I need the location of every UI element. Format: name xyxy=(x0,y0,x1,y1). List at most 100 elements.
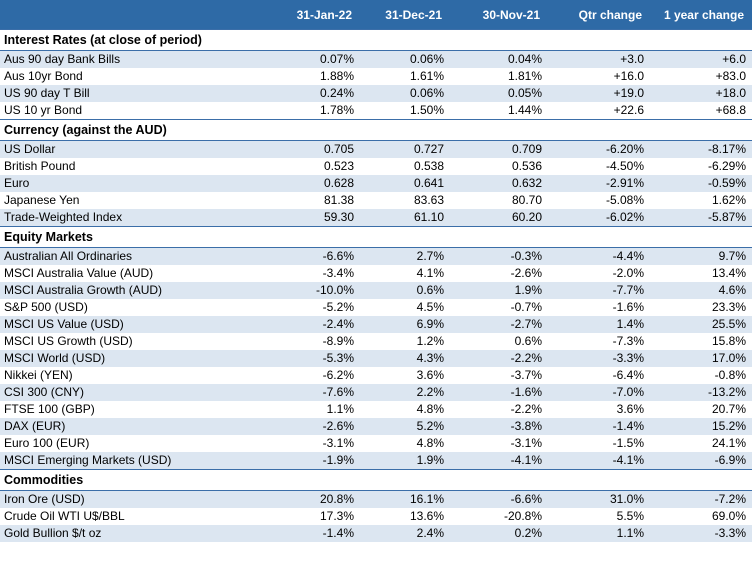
table-row: MSCI Australia Value (AUD) -3.4% 4.1% -2.6%… xyxy=(0,265,752,282)
value-cell: 24.1% xyxy=(650,435,752,452)
section-header: Interest Rates (at close of period) xyxy=(0,29,752,51)
value-cell: -6.20% xyxy=(548,140,650,158)
value-cell: 5.5% xyxy=(548,508,650,525)
value-cell: 60.20 xyxy=(450,209,548,227)
table-row: MSCI Australia Growth (AUD) -10.0% 0.6% 1.9… xyxy=(0,282,752,299)
value-cell: -2.91% xyxy=(548,175,650,192)
section-header: Equity Markets xyxy=(0,226,752,248)
value-cell: -7.3% xyxy=(548,333,650,350)
value-cell: -13.2% xyxy=(650,384,752,401)
value-cell: 0.727 xyxy=(360,140,450,158)
value-cell: -4.4% xyxy=(548,247,650,265)
table-row: Nikkei (YEN) -6.2% 3.6% -3.7% -6.4% -0.8% xyxy=(0,367,752,384)
value-cell: 13.4% xyxy=(650,265,752,282)
value-cell: 4.5% xyxy=(360,299,450,316)
row-label: Japanese Yen xyxy=(0,192,270,209)
value-cell: 4.6% xyxy=(650,282,752,299)
market-data-table: 31-Jan-22 31-Dec-21 30-Nov-21 Qtr change… xyxy=(0,0,752,542)
value-cell: 1.44% xyxy=(450,102,548,120)
table-row: MSCI Emerging Markets (USD) -1.9% 1.9% -4.1… xyxy=(0,452,752,470)
row-label: Trade-Weighted Index xyxy=(0,209,270,227)
value-cell: 69.0% xyxy=(650,508,752,525)
section-header: Commodities xyxy=(0,469,752,491)
section-title: Commodities xyxy=(0,469,752,491)
value-cell: 0.632 xyxy=(450,175,548,192)
value-cell: 1.4% xyxy=(548,316,650,333)
row-label: Crude Oil WTI U$/BBL xyxy=(0,508,270,525)
value-cell: 3.6% xyxy=(360,367,450,384)
section-title: Equity Markets xyxy=(0,226,752,248)
table-row: Euro 100 (EUR) -3.1% 4.8% -3.1% -1.5% 24.1% xyxy=(0,435,752,452)
value-cell: 1.50% xyxy=(360,102,450,120)
value-cell: +6.0 xyxy=(650,50,752,68)
value-cell: -2.0% xyxy=(548,265,650,282)
header-31-jan-22: 31-Jan-22 xyxy=(270,0,360,30)
value-cell: -3.3% xyxy=(650,525,752,542)
row-label: MSCI Emerging Markets (USD) xyxy=(0,452,270,470)
table-row: CSI 300 (CNY) -7.6% 2.2% -1.6% -7.0% -13.2% xyxy=(0,384,752,401)
value-cell: +83.0 xyxy=(650,68,752,85)
value-cell: 31.0% xyxy=(548,490,650,508)
value-cell: -7.6% xyxy=(270,384,360,401)
row-label: British Pound xyxy=(0,158,270,175)
value-cell: -1.6% xyxy=(548,299,650,316)
table-body: Interest Rates (at close of period) Aus 9… xyxy=(0,29,752,542)
section-title: Interest Rates (at close of period) xyxy=(0,29,752,51)
value-cell: -3.3% xyxy=(548,350,650,367)
value-cell: 2.2% xyxy=(360,384,450,401)
table-row: Euro 0.628 0.641 0.632 -2.91% -0.59% xyxy=(0,175,752,192)
value-cell: 2.7% xyxy=(360,247,450,265)
row-label: S&P 500 (USD) xyxy=(0,299,270,316)
value-cell: 0.709 xyxy=(450,140,548,158)
value-cell: 0.6% xyxy=(450,333,548,350)
row-label: MSCI US Growth (USD) xyxy=(0,333,270,350)
value-cell: 0.07% xyxy=(270,50,360,68)
value-cell: 1.9% xyxy=(450,282,548,299)
value-cell: +18.0 xyxy=(650,85,752,102)
value-cell: 4.8% xyxy=(360,401,450,418)
value-cell: 1.1% xyxy=(548,525,650,542)
row-label: Aus 10yr Bond xyxy=(0,68,270,85)
value-cell: -6.9% xyxy=(650,452,752,470)
row-label: Nikkei (YEN) xyxy=(0,367,270,384)
row-label: Gold Bullion $/t oz xyxy=(0,525,270,542)
value-cell: 1.62% xyxy=(650,192,752,209)
value-cell: 0.24% xyxy=(270,85,360,102)
table-row: FTSE 100 (GBP) 1.1% 4.8% -2.2% 3.6% 20.7% xyxy=(0,401,752,418)
value-cell: 0.628 xyxy=(270,175,360,192)
value-cell: -4.1% xyxy=(450,452,548,470)
row-label: Euro 100 (EUR) xyxy=(0,435,270,452)
section-header: Currency (against the AUD) xyxy=(0,119,752,141)
header-1-year-change: 1 year change xyxy=(650,0,752,30)
value-cell: -7.7% xyxy=(548,282,650,299)
value-cell: 81.38 xyxy=(270,192,360,209)
row-label: MSCI World (USD) xyxy=(0,350,270,367)
table-row: Australian All Ordinaries -6.6% 2.7% -0.3% -… xyxy=(0,247,752,265)
value-cell: -2.7% xyxy=(450,316,548,333)
value-cell: 0.06% xyxy=(360,85,450,102)
value-cell: +16.0 xyxy=(548,68,650,85)
value-cell: 1.2% xyxy=(360,333,450,350)
value-cell: 0.536 xyxy=(450,158,548,175)
row-label: Aus 90 day Bank Bills xyxy=(0,50,270,68)
row-label: MSCI Australia Growth (AUD) xyxy=(0,282,270,299)
value-cell: -3.7% xyxy=(450,367,548,384)
table-row: US 10 yr Bond 1.78% 1.50% 1.44% +22.6 +68.8 xyxy=(0,102,752,120)
value-cell: -6.29% xyxy=(650,158,752,175)
value-cell: -1.4% xyxy=(548,418,650,435)
header-qtr-change: Qtr change xyxy=(548,0,650,30)
value-cell: 1.78% xyxy=(270,102,360,120)
value-cell: 4.8% xyxy=(360,435,450,452)
value-cell: 20.8% xyxy=(270,490,360,508)
row-label: Australian All Ordinaries xyxy=(0,247,270,265)
value-cell: -6.6% xyxy=(270,247,360,265)
value-cell: 0.538 xyxy=(360,158,450,175)
value-cell: 2.4% xyxy=(360,525,450,542)
table-row: Japanese Yen 81.38 83.63 80.70 -5.08% 1.62% xyxy=(0,192,752,209)
value-cell: -1.6% xyxy=(450,384,548,401)
value-cell: +19.0 xyxy=(548,85,650,102)
table-row: MSCI US Value (USD) -2.4% 6.9% -2.7% 1.4% 25.… xyxy=(0,316,752,333)
value-cell: 59.30 xyxy=(270,209,360,227)
table-row: Aus 10yr Bond 1.88% 1.61% 1.81% +16.0 +83.0 xyxy=(0,68,752,85)
value-cell: 4.3% xyxy=(360,350,450,367)
